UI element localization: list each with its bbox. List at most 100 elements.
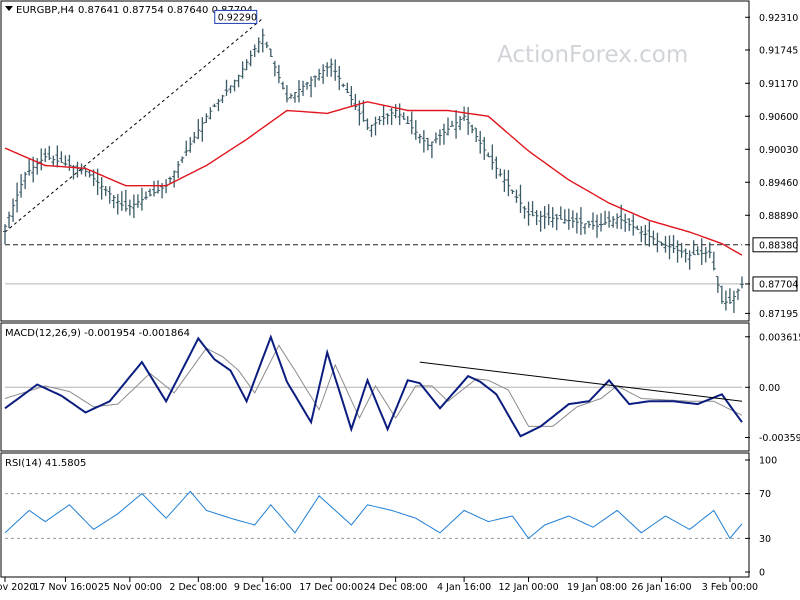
price-bar [39, 148, 44, 171]
price-bar [353, 93, 358, 110]
price-bar [131, 194, 136, 219]
price-bar [740, 276, 744, 289]
price-bar [518, 184, 523, 213]
price-bar [147, 188, 152, 197]
price-bar [152, 180, 157, 197]
price-bar [180, 156, 185, 163]
price-bar [413, 120, 418, 140]
price-bar [143, 191, 148, 200]
price-bar [381, 104, 386, 126]
price-bar [333, 59, 338, 81]
price-bar [188, 136, 193, 153]
price-panel-frame [0, 0, 750, 322]
price-bar [494, 156, 499, 179]
macd-y-tick-label: 0.00 [759, 383, 780, 394]
price-bar [603, 210, 608, 226]
price-bar [446, 117, 451, 136]
price-bar [574, 212, 579, 234]
price-bar [470, 124, 475, 134]
price-bar [296, 80, 301, 103]
rsi-y-tick-label: 0 [759, 568, 765, 579]
price-bar [224, 79, 229, 96]
price-bar [240, 61, 245, 79]
price-bar [168, 176, 173, 184]
high-label: 0.92290 [218, 12, 257, 23]
price-bar [305, 81, 310, 90]
price-bar [582, 223, 587, 235]
price-bar [679, 242, 684, 258]
price-bar [490, 144, 495, 170]
price-bar [663, 236, 668, 253]
price-bar [196, 119, 201, 140]
price-bar [135, 194, 140, 208]
price-bar [373, 116, 378, 136]
price-bar [595, 214, 600, 238]
price-bar [276, 64, 281, 84]
price-bar [272, 60, 277, 77]
support-price-label: 0.88380 [759, 240, 798, 251]
price-bar [542, 206, 547, 229]
price-bar [510, 189, 515, 195]
price-bar [458, 116, 463, 131]
price-y-tick-label: 0.88890 [759, 211, 798, 222]
price-bar [421, 130, 426, 153]
price-bar [482, 136, 487, 160]
price-bar [172, 170, 177, 188]
price-bar [184, 140, 189, 157]
price-bar [727, 288, 732, 304]
x-tick-label: 26 Jan 16:00 [631, 582, 691, 593]
price-bar [385, 113, 390, 125]
price-bar [264, 41, 269, 49]
price-bar [462, 106, 467, 121]
price-bar [139, 187, 144, 211]
price-bar [554, 214, 559, 231]
watermark: ActionForex.com [497, 42, 688, 68]
macd-layer: 0.003615 0.00 -0.003592 [4, 332, 800, 444]
price-bar [200, 117, 205, 142]
price-bar [15, 182, 20, 213]
price-bar [437, 129, 442, 146]
price-bar [635, 225, 640, 230]
price-bars [3, 28, 744, 313]
price-bar [325, 62, 330, 77]
price-bar [103, 185, 108, 197]
price-bar [11, 198, 16, 222]
price-bar [317, 68, 322, 81]
x-tick-label: 19 Jan 08:00 [567, 582, 627, 593]
price-bar [377, 116, 382, 125]
triangle-down-icon[interactable] [5, 6, 13, 11]
price-bar [474, 127, 479, 143]
price-bar [119, 191, 124, 211]
support-price-box [752, 237, 798, 253]
price-gridlines [5, 244, 742, 285]
price-bar [313, 75, 318, 88]
price-bar [687, 250, 692, 270]
price-bar [454, 110, 459, 139]
rsi-y-tick-label: 30 [759, 534, 771, 545]
x-tick-label: 10 Nov 2020 [0, 582, 35, 593]
rsi-y-tick-label: 70 [759, 489, 771, 500]
price-bar [268, 48, 273, 58]
price-bar [623, 213, 628, 232]
price-bar [578, 207, 583, 236]
price-bar [441, 123, 446, 145]
price-bar [208, 107, 213, 120]
price-bar [735, 288, 740, 300]
price-bar [607, 211, 612, 228]
price-bar [79, 163, 84, 175]
price-y-tick-label: 0.90030 [759, 145, 798, 156]
price-bar [538, 210, 543, 232]
x-tick-label: 4 Jan 16:00 [437, 582, 491, 593]
price-bar [337, 65, 342, 91]
price-bar [23, 171, 28, 190]
price-bar [244, 59, 249, 71]
price-bar [220, 94, 225, 104]
price-bar [192, 131, 197, 144]
price-bar [369, 124, 374, 137]
price-bar [341, 83, 346, 88]
price-bar [301, 80, 306, 96]
price-bar [401, 112, 406, 120]
